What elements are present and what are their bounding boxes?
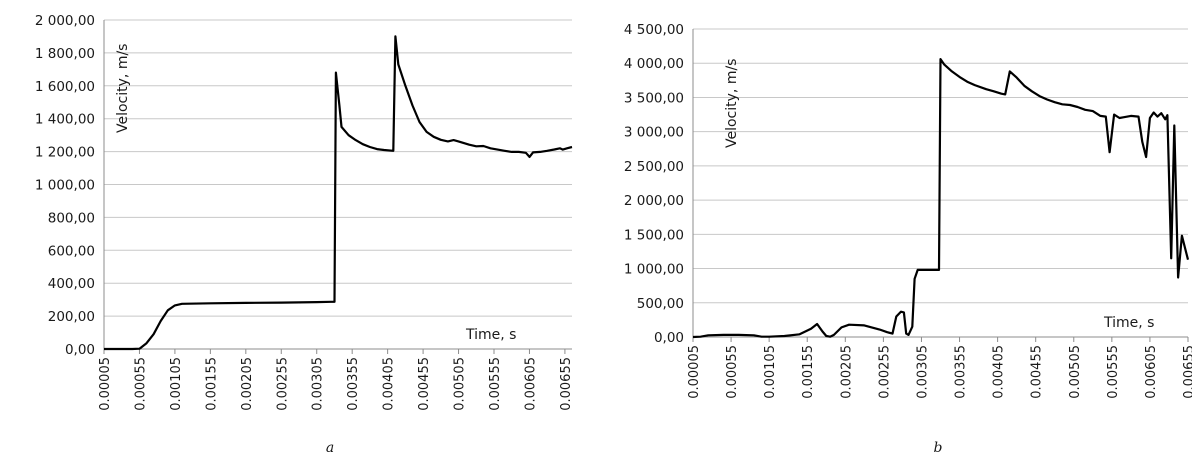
- x-tick-label: 0.00255: [877, 345, 892, 399]
- x-tick-label: 0.00305: [915, 345, 930, 399]
- y-tick-label: 3 500,00: [624, 90, 684, 106]
- y-tick-label: 1 800,00: [35, 46, 95, 62]
- y-tick-label: 1 400,00: [35, 112, 95, 128]
- x-tick-label: 0.00355: [954, 345, 969, 399]
- x-axis-title-a: Time, s: [465, 327, 516, 343]
- y-axis-title-a: Velocity, m/s: [115, 44, 131, 133]
- y-tick-label: 400,00: [48, 276, 95, 292]
- x-tick-label: 0.00055: [133, 357, 148, 411]
- y-tick-label: 500,00: [637, 296, 684, 312]
- axes-a: [103, 20, 572, 354]
- x-tick-label: 0.00555: [488, 357, 503, 411]
- panel-caption-a: a: [326, 440, 334, 456]
- x-tick-label: 0.00505: [453, 357, 468, 411]
- x-tick-label: 0.00355: [346, 357, 361, 411]
- x-tick-label: 0.00455: [1030, 345, 1045, 399]
- y-tick-labels-a: 0,00 200,00 400,00 600,00 800,00 1 000,00 1 20…: [35, 13, 95, 358]
- velocity-line-b: [692, 58, 1190, 339]
- x-tick-label: 0.00405: [382, 357, 397, 411]
- gridlines-a: [104, 19, 572, 317]
- x-tick-label: 0.00105: [763, 345, 778, 399]
- x-tick-label: 0.00155: [801, 345, 816, 399]
- y-tick-label: 1 600,00: [35, 79, 95, 95]
- y-tick-label: 4 000,00: [624, 56, 684, 72]
- x-tick-label: 0.00605: [523, 357, 538, 411]
- x-tick-labels-b: 0.00005 0.00055 0.00105 0.00155 0.00205 0.002…: [687, 345, 1192, 399]
- x-tick-label: 0.00655: [559, 357, 574, 411]
- y-tick-label: 600,00: [48, 243, 95, 259]
- y-tick-label: 800,00: [48, 210, 95, 226]
- y-tick-label: 200,00: [48, 309, 95, 325]
- x-tick-label: 0.00305: [311, 357, 326, 411]
- x-tick-label: 0.00255: [275, 357, 290, 411]
- x-tick-label: 0.00005: [687, 345, 702, 399]
- chart-a: 0,00 200,00 400,00 600,00 800,00 1 000,00 1 20…: [35, 13, 574, 456]
- y-tick-label: 2 000,00: [624, 193, 684, 209]
- x-tick-labels-a: 0.00005 0.00055 0.00105 0.00155 0.00205 0.002…: [98, 357, 574, 411]
- y-tick-label: 2 000,00: [35, 13, 95, 29]
- y-tick-label: 1 000,00: [624, 262, 684, 278]
- y-tick-label: 0,00: [654, 330, 684, 346]
- y-tick-label: 2 500,00: [624, 159, 684, 175]
- y-tick-label: 3 000,00: [624, 125, 684, 141]
- y-tick-label: 1 200,00: [35, 145, 95, 161]
- x-tick-label: 0.00455: [417, 357, 432, 411]
- x-tick-label: 0.00055: [725, 345, 740, 399]
- y-axis-title-b: Velocity, m/s: [724, 59, 740, 148]
- x-tick-label: 0.00605: [1144, 345, 1159, 399]
- x-tick-label: 0.00005: [98, 357, 113, 411]
- x-tick-label: 0.00105: [169, 357, 184, 411]
- x-tick-label: 0.00205: [240, 357, 255, 411]
- velocity-line-a: [104, 35, 573, 351]
- x-tick-label: 0.00405: [992, 345, 1007, 399]
- x-tick-label: 0.00555: [1106, 345, 1121, 399]
- x-tick-label: 0.00205: [839, 345, 854, 399]
- x-tick-label: 0.00155: [204, 357, 219, 411]
- y-tick-label: 1 500,00: [624, 227, 684, 243]
- y-tick-labels-b: 0,00 500,00 1 000,00 1 500,00 2 000,00 2 500,…: [624, 22, 684, 346]
- panel-caption-b: b: [934, 440, 943, 456]
- chart-b: 0,00 500,00 1 000,00 1 500,00 2 000,00 2 500,…: [624, 22, 1192, 456]
- y-tick-label: 1 000,00: [35, 178, 95, 194]
- x-tick-label: 0.00655: [1182, 345, 1192, 399]
- x-axis-title-b: Time, s: [1103, 315, 1154, 331]
- y-tick-label: 0,00: [65, 342, 95, 358]
- x-tick-label: 0.00505: [1068, 345, 1083, 399]
- y-tick-label: 4 500,00: [624, 22, 684, 38]
